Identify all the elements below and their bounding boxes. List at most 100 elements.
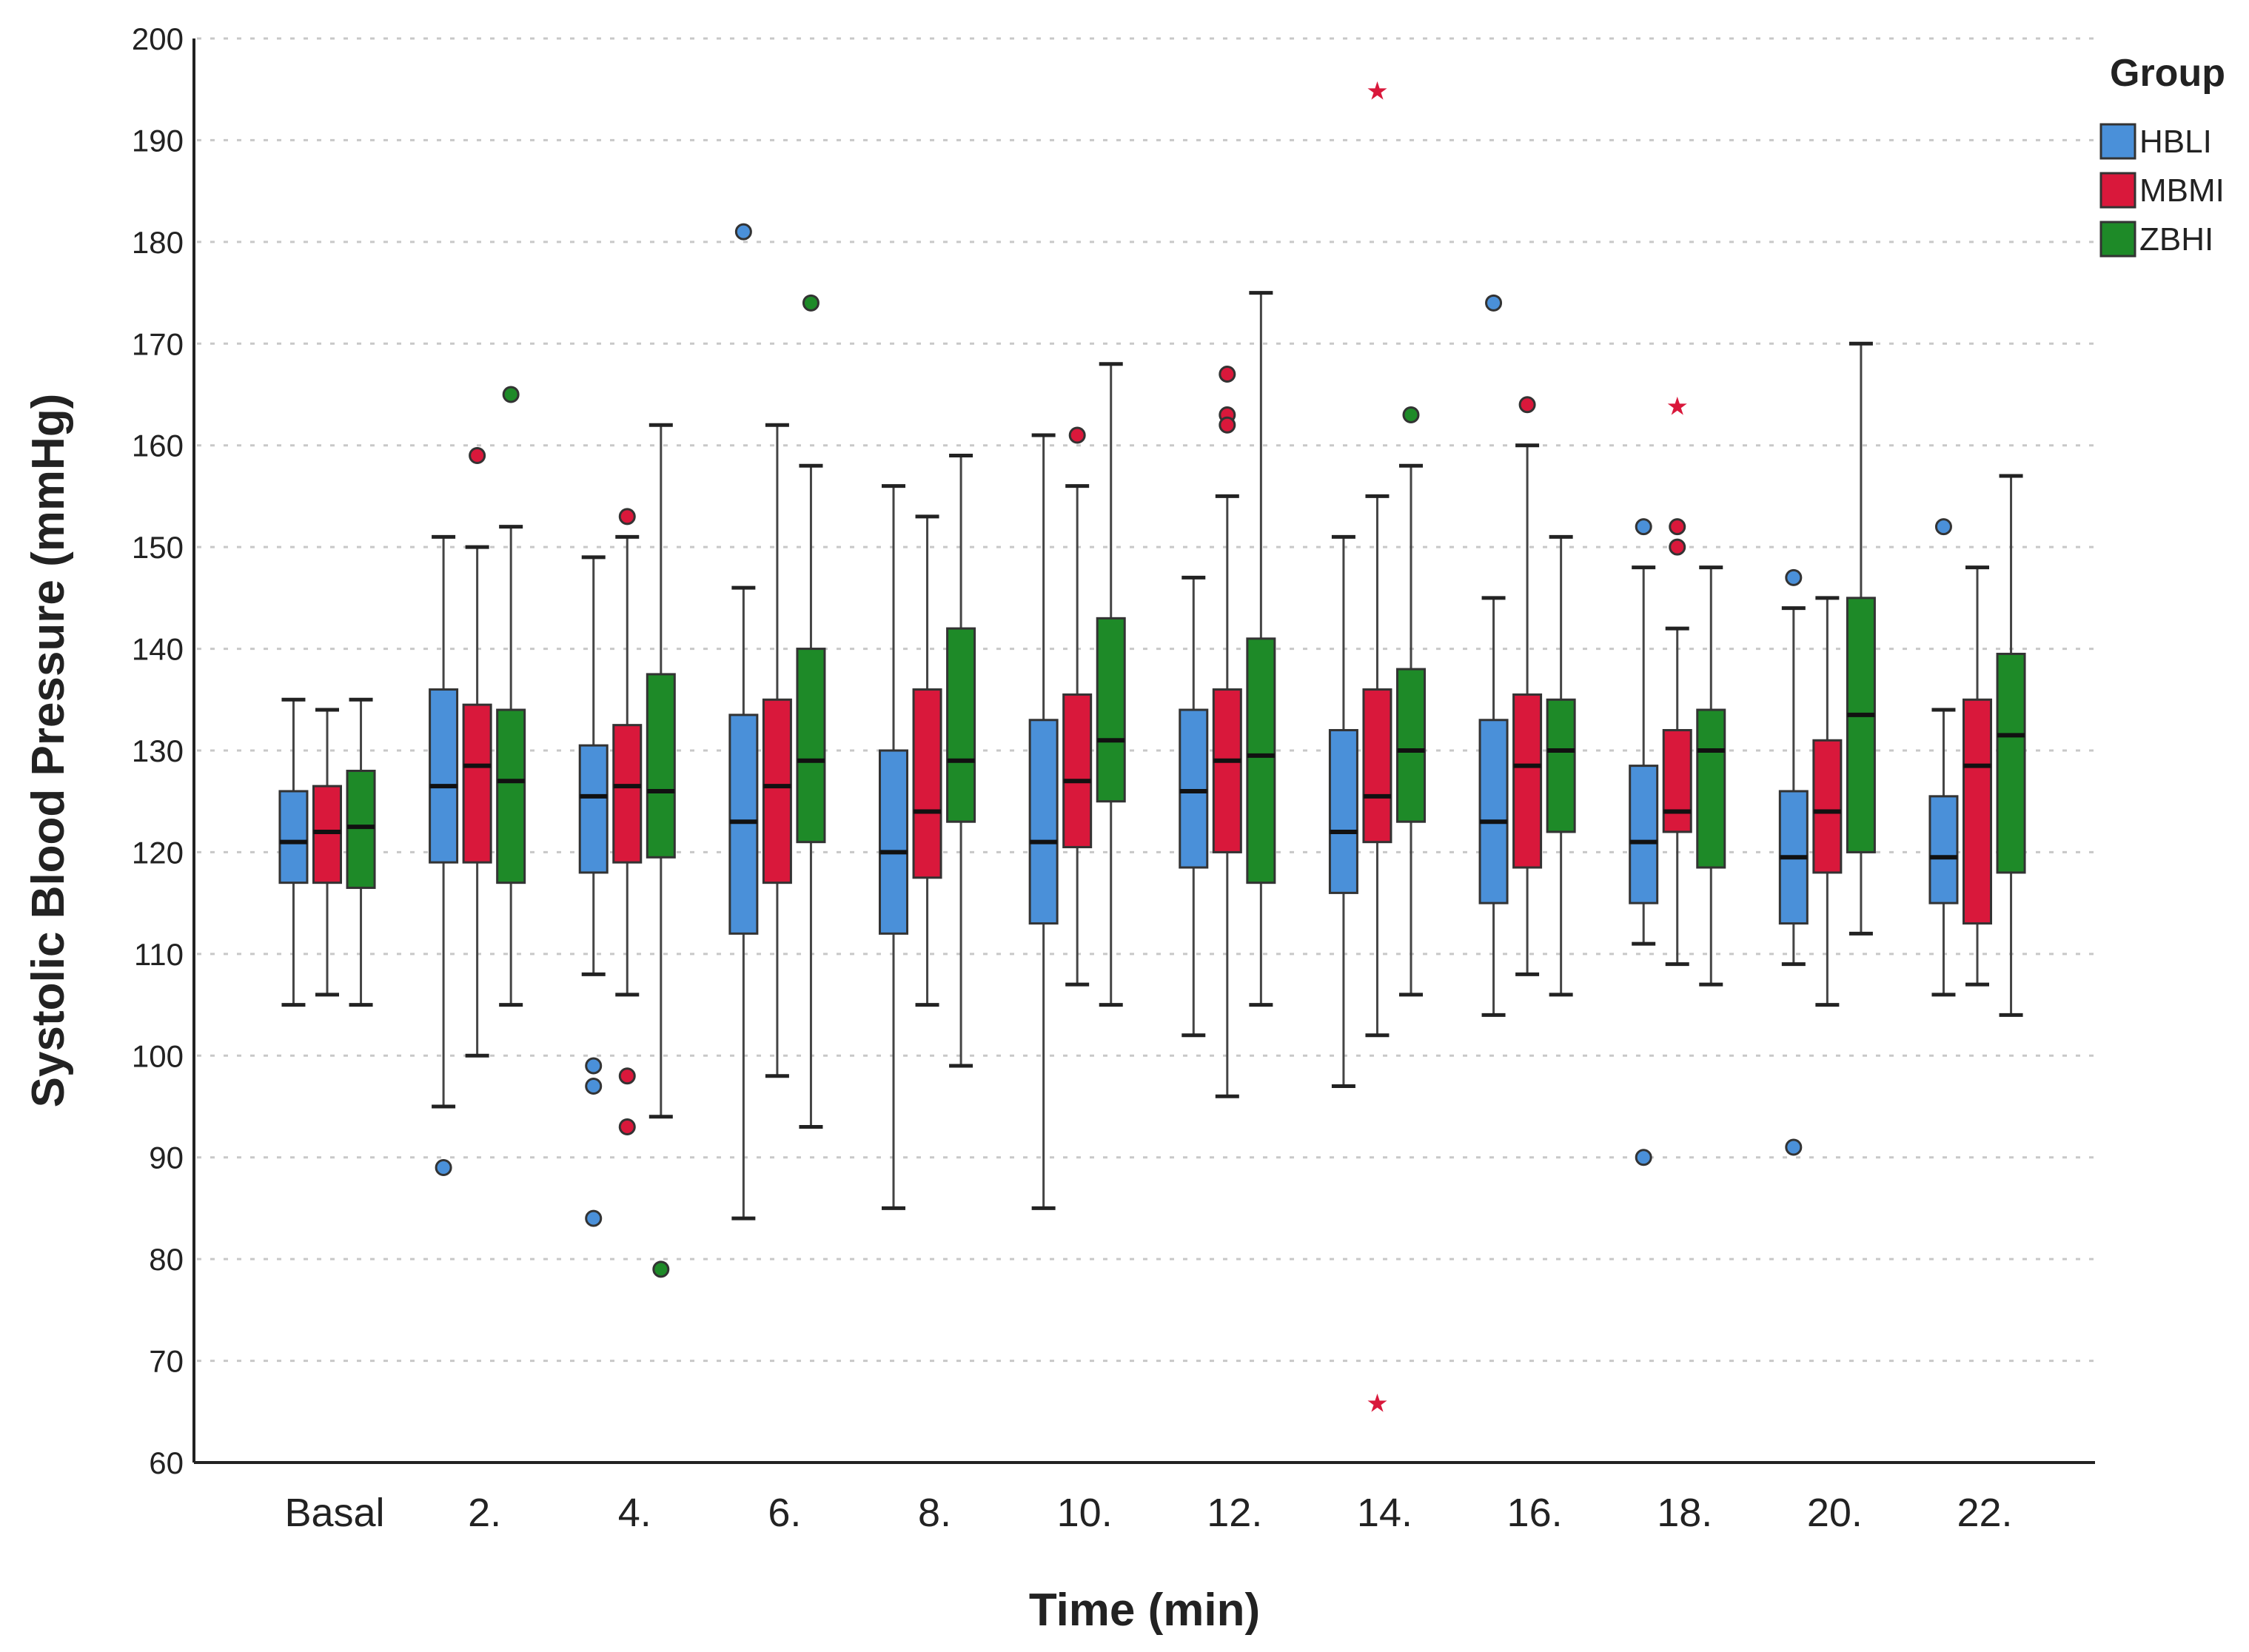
y-tick-label: 110 (134, 937, 184, 972)
box-iqr (1478, 719, 1509, 904)
box-iqr (1996, 652, 2026, 874)
box-iqr (1028, 719, 1059, 925)
outlier-point (618, 508, 636, 526)
x-tick-label: 10. (1057, 1491, 1113, 1535)
box-iqr (1096, 617, 1126, 803)
box-iqr (1512, 693, 1543, 869)
outlier-point (1669, 538, 1686, 556)
outlier-point (1485, 294, 1503, 312)
y-tick-label: 70 (149, 1344, 184, 1379)
box-hbli (578, 555, 609, 1227)
outlier-point (1068, 426, 1086, 444)
x-tick-label: 8. (918, 1491, 951, 1535)
extreme-point: ★ (1666, 393, 1688, 421)
box-iqr (1846, 597, 1876, 853)
box-mbmi (762, 423, 792, 1078)
box-iqr (946, 627, 976, 823)
outlier-point (585, 1057, 603, 1075)
outlier-point (618, 1067, 636, 1085)
box-hbli (1028, 433, 1059, 1210)
box-iqr (312, 785, 342, 884)
y-tick-label: 170 (132, 326, 184, 361)
box-iqr (796, 648, 826, 844)
outlier-point (585, 1078, 603, 1095)
extreme-point: ★ (1366, 1390, 1388, 1418)
box-zbhi (1696, 565, 1726, 987)
box-zbhi (646, 423, 676, 1278)
box-zbhi (1096, 362, 1126, 1007)
axes (192, 38, 2095, 1464)
box-iqr (912, 688, 942, 879)
box-mbmi: ★ (1662, 393, 1692, 967)
extreme-point: ★ (1366, 78, 1388, 106)
box-zbhi (1246, 291, 1276, 1007)
x-tick-label: 12. (1207, 1491, 1262, 1535)
outlier-point (1219, 366, 1236, 383)
box-iqr (1696, 708, 1726, 869)
y-tick-label: 140 (132, 632, 184, 667)
box-mbmi (612, 508, 643, 1135)
x-tick-label: 18. (1657, 1491, 1712, 1535)
box-iqr (1546, 698, 1576, 833)
box-hbli (879, 484, 909, 1210)
box-mbmi (312, 708, 342, 997)
legend-label: MBMI (2139, 172, 2225, 209)
y-tick-label: 190 (132, 123, 184, 158)
box-hbli (278, 697, 309, 1007)
outlier-point (1785, 1138, 1803, 1156)
box-hbli (1629, 518, 1659, 1166)
y-tick-label: 100 (132, 1038, 184, 1073)
x-tick-label: 16. (1507, 1491, 1563, 1535)
box-iqr (1963, 698, 1992, 925)
box-mbmi (1062, 426, 1093, 987)
y-axis-title: Systolic Blood Pressure (mmHg) (23, 394, 74, 1108)
x-tick-label: 22. (1957, 1491, 2012, 1535)
box-zbhi (496, 386, 526, 1007)
outlier-point (1635, 518, 1652, 536)
box-hbli (429, 534, 459, 1176)
x-axis-ticks: Basal 2. 4. 6. 8. 10. 12. 14. 16. 18. 20. 22. (284, 1491, 2012, 1535)
x-tick-label: 14. (1357, 1491, 1412, 1535)
box-zbhi (1996, 474, 2026, 1017)
box-zbhi (946, 453, 976, 1068)
box-iqr (1812, 739, 1843, 874)
y-tick-label: 150 (132, 530, 184, 565)
box-iqr (1395, 668, 1426, 823)
box-zbhi (346, 697, 376, 1007)
box-mbmi (1812, 596, 1843, 1007)
box-iqr (429, 688, 459, 864)
outlier-point (1669, 518, 1686, 536)
x-tick-label: 4. (618, 1491, 651, 1535)
legend-swatch (2099, 172, 2136, 209)
box-hbli (728, 223, 759, 1220)
box-iqr (346, 769, 376, 890)
outlier-point (1219, 416, 1236, 434)
y-tick-label: 60 (149, 1446, 184, 1480)
box-iqr (879, 749, 909, 935)
box-iqr (1212, 688, 1242, 853)
box-iqr (1062, 693, 1093, 849)
box-iqr (1629, 765, 1659, 904)
box-iqr (1928, 795, 1959, 904)
box-iqr (1362, 688, 1392, 844)
outlier-point (618, 1118, 636, 1135)
y-tick-label: 90 (149, 1141, 184, 1175)
y-tick-label: 130 (132, 733, 184, 768)
outlier-point (435, 1158, 452, 1176)
box-iqr (1328, 729, 1358, 894)
legend-swatch (2099, 221, 2136, 258)
box-series: ★ ★ ★ (278, 78, 2026, 1418)
box-iqr (1179, 708, 1209, 869)
box-mbmi (462, 446, 492, 1058)
box-mbmi (1512, 396, 1543, 976)
box-zbhi (796, 294, 826, 1129)
outlier-point (734, 223, 752, 241)
outlier-point (1635, 1149, 1652, 1166)
y-tick-label: 180 (132, 225, 184, 260)
x-tick-label: Basal (284, 1491, 384, 1535)
outlier-point (1518, 396, 1536, 414)
box-iqr (612, 724, 643, 864)
x-axis-title: Time (min) (1029, 1585, 1260, 1636)
outlier-point (802, 294, 820, 312)
